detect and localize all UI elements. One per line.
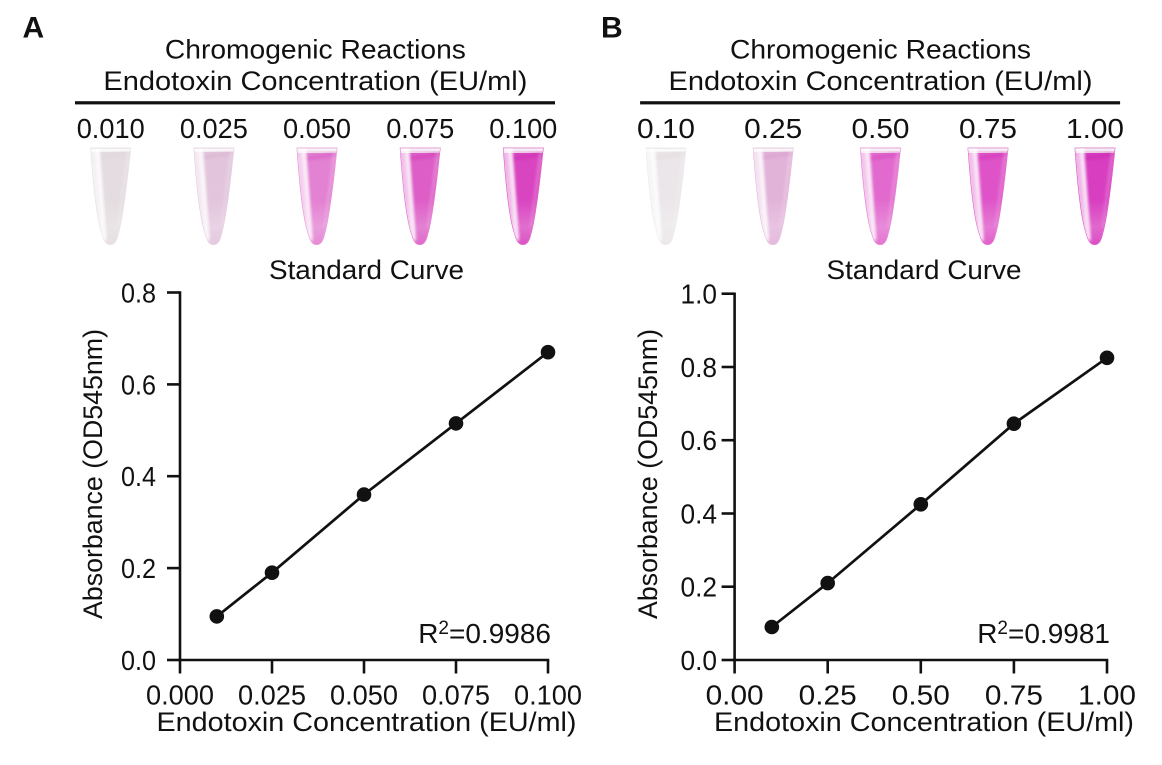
svg-text:0.100: 0.100 — [489, 113, 557, 144]
svg-text:Standard Curve: Standard Curve — [827, 255, 1022, 285]
svg-text:1.0: 1.0 — [681, 279, 718, 310]
svg-text:Endotoxin Concentration (EU/ml: Endotoxin Concentration (EU/ml) — [103, 66, 527, 96]
svg-text:0.025: 0.025 — [238, 680, 306, 711]
svg-text:0.075: 0.075 — [386, 113, 454, 144]
svg-text:0.10: 0.10 — [637, 113, 695, 144]
svg-text:0.6: 0.6 — [121, 369, 156, 400]
svg-text:0.25: 0.25 — [799, 680, 857, 711]
svg-text:Standard Curve: Standard Curve — [269, 255, 464, 285]
svg-text:0.050: 0.050 — [283, 113, 351, 144]
svg-text:0.2: 0.2 — [681, 572, 718, 603]
svg-text:0.0: 0.0 — [681, 645, 718, 676]
svg-text:0.2: 0.2 — [121, 553, 156, 584]
svg-text:R2=0.9981: R2=0.9981 — [977, 618, 1110, 649]
svg-text:A: A — [23, 12, 45, 45]
svg-text:Endotoxin Concentration (EU/ml: Endotoxin Concentration (EU/ml) — [714, 707, 1134, 737]
svg-text:Chromogenic Reactions: Chromogenic Reactions — [165, 34, 466, 64]
svg-text:0.25: 0.25 — [744, 113, 802, 144]
svg-text:0.50: 0.50 — [892, 680, 950, 711]
svg-text:0.050: 0.050 — [330, 680, 398, 711]
svg-text:0.010: 0.010 — [77, 113, 145, 144]
svg-text:0.00: 0.00 — [706, 680, 764, 711]
svg-text:Endotoxin Concentration (EU/ml: Endotoxin Concentration (EU/ml) — [157, 707, 577, 737]
svg-text:Endotoxin Concentration (EU/ml: Endotoxin Concentration (EU/ml) — [669, 66, 1093, 96]
svg-text:0.4: 0.4 — [681, 499, 718, 530]
svg-text:0.100: 0.100 — [514, 680, 582, 711]
svg-text:0.75: 0.75 — [959, 113, 1017, 144]
svg-text:Absorbance (OD545nm): Absorbance (OD545nm) — [633, 329, 663, 619]
svg-text:0.75: 0.75 — [985, 680, 1043, 711]
svg-text:0.4: 0.4 — [121, 461, 156, 492]
svg-text:1.00: 1.00 — [1078, 680, 1136, 711]
svg-text:B: B — [601, 12, 623, 45]
svg-text:0.025: 0.025 — [180, 113, 248, 144]
svg-text:Absorbance (OD545nm): Absorbance (OD545nm) — [78, 329, 108, 619]
svg-text:0.6: 0.6 — [681, 425, 718, 456]
svg-text:0.8: 0.8 — [121, 278, 156, 309]
svg-text:0.000: 0.000 — [146, 680, 214, 711]
svg-text:R2=0.9986: R2=0.9986 — [418, 618, 551, 649]
svg-text:0.075: 0.075 — [422, 680, 490, 711]
svg-text:Chromogenic Reactions: Chromogenic Reactions — [730, 34, 1031, 64]
svg-text:0.8: 0.8 — [681, 352, 718, 383]
svg-text:1.00: 1.00 — [1066, 113, 1124, 144]
svg-text:0.0: 0.0 — [121, 645, 156, 676]
svg-text:0.50: 0.50 — [852, 113, 910, 144]
